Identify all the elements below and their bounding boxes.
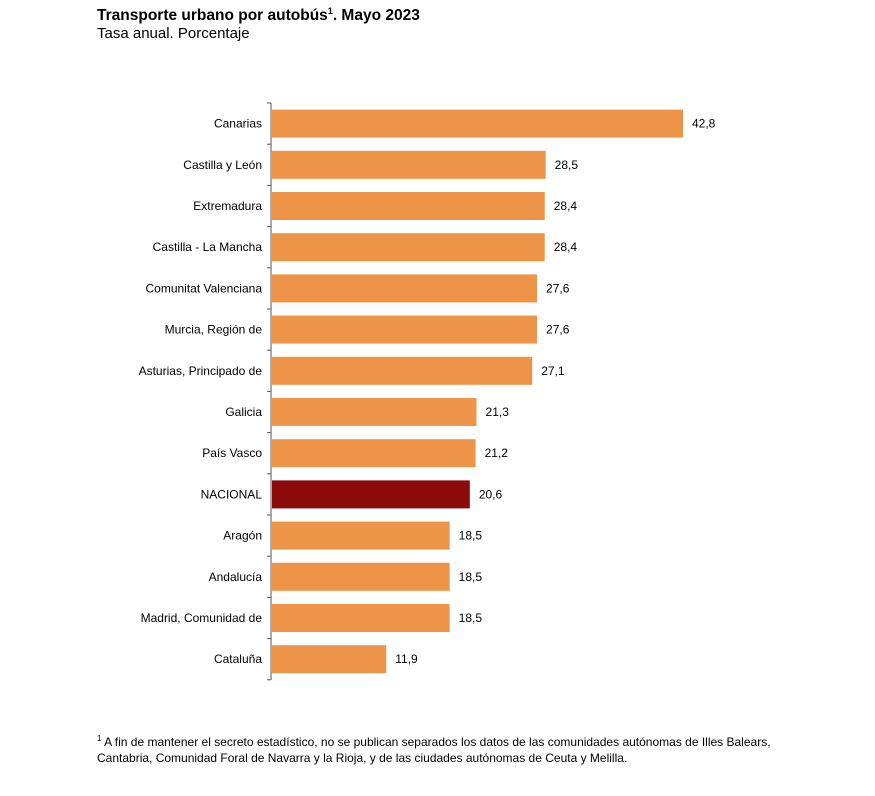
data-label: 28,4 bbox=[554, 199, 578, 213]
category-label: Murcia, Región de bbox=[165, 323, 263, 337]
category-label: Madrid, Comunidad de bbox=[141, 611, 263, 625]
category-label: País Vasco bbox=[202, 446, 262, 460]
bar bbox=[272, 109, 683, 138]
bar bbox=[272, 604, 450, 632]
bar bbox=[272, 150, 546, 179]
bar bbox=[272, 439, 476, 468]
footnote-superscript: 1 bbox=[97, 734, 102, 743]
chart-title: Transporte urbano por autobús1. Mayo 202… bbox=[97, 6, 420, 25]
data-label: 28,4 bbox=[554, 240, 578, 254]
category-label: Comunitat Valenciana bbox=[145, 281, 262, 295]
category-label: Galicia bbox=[225, 405, 262, 419]
footnote-text: A fin de mantener el secreto estadístico… bbox=[97, 735, 771, 765]
bar bbox=[272, 192, 545, 220]
category-label: Aragón bbox=[223, 529, 262, 543]
category-label: Extremadura bbox=[193, 199, 262, 213]
bar bbox=[272, 356, 533, 385]
title-date: . Mayo 2023 bbox=[332, 7, 420, 25]
bar-nacional bbox=[272, 480, 470, 509]
chart-subtitle: Tasa anual. Porcentaje bbox=[97, 25, 250, 42]
category-label: Asturias, Principado de bbox=[139, 364, 263, 378]
footnote: 1 A fin de mantener el secreto estadísti… bbox=[97, 731, 787, 766]
category-label: Andalucía bbox=[209, 570, 263, 584]
data-label: 27,6 bbox=[546, 323, 570, 337]
bar bbox=[272, 645, 387, 674]
data-label: 18,5 bbox=[459, 570, 483, 584]
data-label: 42,8 bbox=[692, 117, 716, 131]
data-label: 21,2 bbox=[485, 446, 509, 460]
bar bbox=[272, 562, 450, 591]
data-label: 27,6 bbox=[546, 281, 570, 295]
title-superscript: 1 bbox=[327, 6, 333, 16]
bar bbox=[272, 315, 538, 344]
bar bbox=[272, 274, 538, 303]
category-label: Canarias bbox=[214, 117, 262, 131]
category-label: Castilla - La Mancha bbox=[153, 240, 263, 254]
data-label: 18,5 bbox=[459, 611, 483, 625]
data-label: 27,1 bbox=[541, 364, 565, 378]
data-label: 28,5 bbox=[555, 158, 579, 172]
bar bbox=[272, 521, 450, 550]
data-label: 18,5 bbox=[459, 529, 483, 543]
data-label: 20,6 bbox=[479, 487, 503, 501]
bar bbox=[272, 398, 477, 426]
category-label: Cataluña bbox=[214, 652, 262, 666]
bar bbox=[272, 233, 545, 262]
category-label: Castilla y León bbox=[183, 158, 262, 172]
data-label: 21,3 bbox=[486, 405, 510, 419]
title-main: Transporte urbano por autobús bbox=[97, 7, 328, 25]
category-label: NACIONAL bbox=[201, 487, 263, 501]
data-label: 11,9 bbox=[395, 652, 418, 666]
